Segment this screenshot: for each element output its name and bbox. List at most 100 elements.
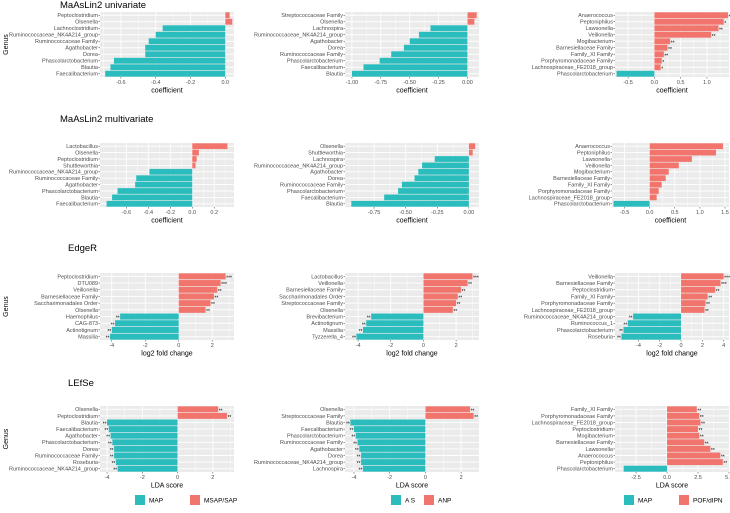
panel-10-bar-2: [350, 419, 426, 426]
panel-4-category-label-0: Olsenella: [320, 144, 344, 150]
panel-5-category-label-3: Veillonella: [585, 163, 611, 169]
panel-8-star-7: **: [623, 322, 627, 328]
panel-4-category-label-2: Lachnospira: [313, 157, 344, 163]
panel-2-bar-3: [654, 31, 712, 38]
panel-8-category-label-0: Veillonella: [588, 274, 614, 280]
panel-8-star-4: **: [706, 302, 710, 308]
panel-10-category-label-4: Phascolarctobacterium: [287, 434, 343, 440]
panel-7-star-5: **: [453, 309, 457, 315]
panel-11-star-5: **: [705, 441, 709, 447]
panel-6-star-5: **: [206, 309, 210, 315]
panel-11-star-3: **: [699, 428, 703, 434]
panel-6-category-label-1: DTU089: [78, 281, 98, 287]
panel-1-category-label-4: Agathobacter: [310, 39, 343, 45]
panel-0-xtick-label-3: 0.0: [221, 80, 229, 86]
panel-11-bar-2: [667, 419, 701, 426]
panel-8-category-label-3: Family_XI Family: [571, 294, 613, 300]
panel-2-category-label-0: Anaerococcus: [578, 13, 613, 19]
panel-3-xtick-label-0: -0.6: [122, 210, 131, 216]
panel-2-category-label-8: Lachnospiraceae_FE2018_group: [532, 65, 613, 71]
panel-9-xtick-label-0: -4: [105, 475, 110, 481]
panel-8-xtick-label-4: 4: [722, 343, 725, 349]
panel-1-category-label-5: Dorea: [328, 46, 344, 52]
panel-3-category-label-1: Olsenella: [75, 151, 99, 157]
panel-6-category-label-6: Haemophilus: [66, 314, 98, 320]
panel-1-bar-9: [351, 70, 468, 77]
panel-2-category-label-9: Phascolarctobacterium: [557, 72, 613, 78]
panel-8-category-label-6: Ruminococcaceae_NK4A214_group: [524, 314, 613, 320]
panel-7-category-label-8: Massilia: [323, 328, 344, 334]
panel-5-bar-2: [649, 156, 692, 162]
panel-11-bar-5: [667, 439, 705, 446]
panel-11-category-label-1: Porphyromonadaceae Family: [541, 414, 613, 420]
panel-5-category-label-7: Porphyromonadaceae Family: [538, 189, 610, 195]
panel-0-xtick-label-0: -0.6: [116, 80, 125, 86]
panel-1-category-label-6: Ruminococcaceae Family: [280, 52, 343, 58]
panel-9-star-9: **: [113, 468, 117, 474]
panel-2-bar-7: [654, 57, 662, 64]
panel-1-category-label-7: Phascolarctobacterium: [287, 59, 343, 65]
panel-4-bar-9: [351, 200, 469, 207]
panel-2-star-1: *: [724, 21, 726, 27]
panel-0-category-label-5: Agathobacter: [65, 46, 98, 52]
panel-6-star-1: ***: [221, 282, 227, 288]
panel-9-bar-5: [112, 439, 178, 446]
row-title-1: MaAsLin2 multivariate: [60, 114, 153, 125]
panel-2-xtick-label-0: -0.5: [623, 80, 632, 86]
panel-0-bar-0: [225, 12, 230, 19]
panel-11-star-7: **: [721, 455, 725, 461]
panel-6-bar-2: [178, 286, 218, 293]
panel-1-bar-1: [467, 18, 475, 25]
panel-1-bar-5: [403, 44, 468, 51]
panel-4-bar-0: [468, 143, 476, 150]
panel-3-bar-5: [136, 175, 193, 182]
panel-5-xtick-label-3: 1.0: [696, 210, 704, 216]
panel-10-bar-6: [359, 445, 426, 452]
panel-0-bar-6: [145, 51, 226, 58]
genus-axis-label: Genus: [3, 34, 10, 55]
panel-6-bar-6: [120, 313, 179, 320]
panel-3-xtick-label-3: 0.0: [188, 210, 196, 216]
panel-2-category-label-4: Mogibacterium: [577, 39, 613, 45]
panel-11-bar-3: [667, 426, 699, 433]
panel-1-bar-3: [418, 31, 468, 38]
panel-4-category-label-6: Ruminococcaceae Family: [280, 183, 343, 189]
panel-7-star-0: ***: [473, 275, 479, 281]
panel-1-bar-8: [363, 64, 468, 71]
panel-10-category-label-7: Dorea: [328, 453, 344, 459]
panel-9-star-1: **: [227, 415, 231, 421]
panel-4-category-label-8: Faecalibacterium: [301, 195, 343, 201]
panel-9-category-label-6: Dorea: [83, 447, 99, 453]
panel-1-xlabel: coefficient: [396, 88, 427, 95]
panel-3-category-label-6: Agathobacter: [65, 183, 98, 189]
panel-6-bar-7: [115, 320, 179, 327]
legend-1-label-1: ANP: [438, 498, 451, 505]
panel-5-category-label-6: Family_XI Family: [568, 183, 610, 189]
panel-6-bar-5: [178, 306, 206, 313]
panel-3-bar-1: [192, 149, 199, 156]
panel-9-category-label-0: Olsenella: [75, 407, 99, 413]
panel-2-bar-8: [654, 64, 661, 71]
panel-1-category-label-9: Blautia: [326, 72, 344, 78]
panel-8-category-label-4: Porphyromonadaceae Family: [541, 301, 613, 307]
panel-7-category-label-3: Saccharimonadales Order: [279, 294, 343, 300]
panel-5-xtick-label-2: 0.5: [671, 210, 679, 216]
panel-11-xlabel: LDA score: [656, 483, 688, 490]
panel-9-bar-6: [114, 445, 178, 452]
panel-3-bar-2: [192, 156, 197, 162]
panel-8-xtick-label-2: 0: [680, 343, 683, 349]
row-title-0: MaAsLin2 univariate: [60, 0, 146, 11]
panel-7-category-label-0: Lactobacillus: [311, 274, 343, 280]
panel-2-star-6: **: [664, 53, 668, 59]
panel-1-xtick-label-1: -0.75: [375, 80, 388, 86]
panel-2-category-label-2: Lawsonella: [585, 26, 613, 32]
panel-5-bar-6: [649, 181, 662, 188]
panel-6-category-label-3: Barnesiellaceae Family: [41, 294, 98, 300]
panel-7-xtick-label-3: 2: [455, 343, 458, 349]
panel-7-category-label-5: Olsenella: [320, 308, 344, 314]
panel-6-category-label-9: Massilia: [78, 335, 99, 341]
panel-4-category-label-4: Agathobacter: [310, 170, 343, 176]
panel-4-bar-5: [414, 175, 469, 182]
panel-10-category-label-6: Agathobacter: [310, 447, 343, 453]
panel-7-star-7: **: [362, 322, 366, 328]
